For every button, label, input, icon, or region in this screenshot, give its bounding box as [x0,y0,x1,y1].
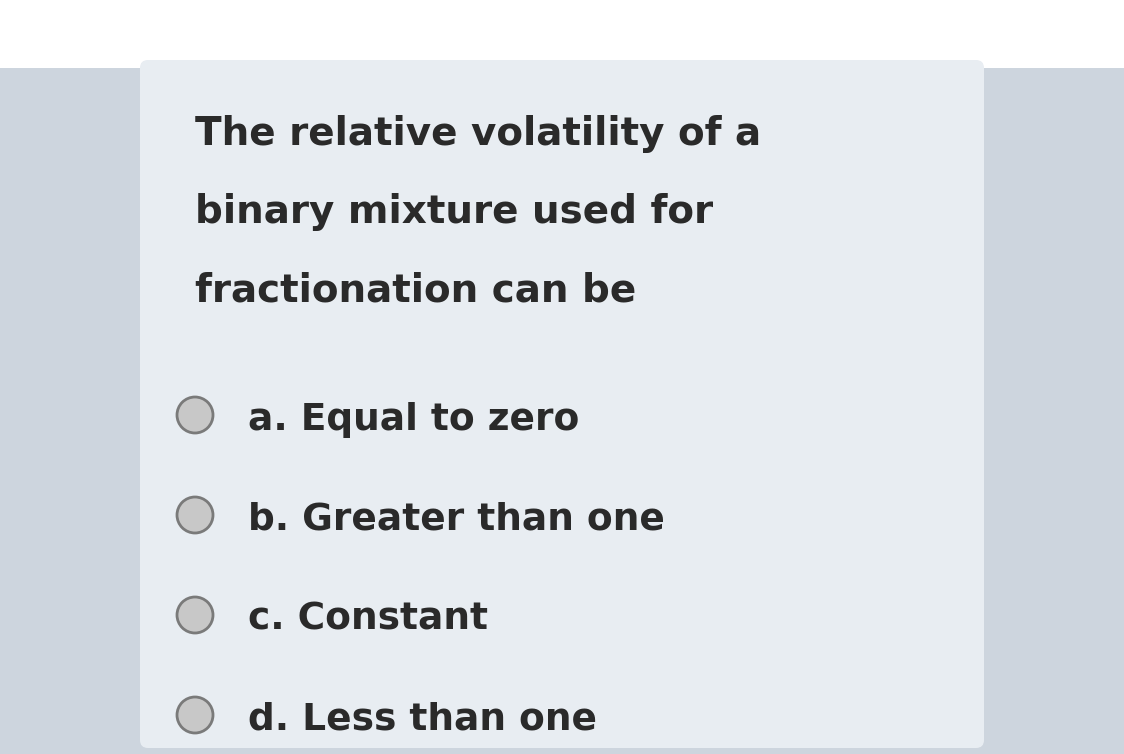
Text: c. Constant: c. Constant [248,602,488,637]
Text: fractionation can be: fractionation can be [194,271,636,309]
Text: binary mixture used for: binary mixture used for [194,193,713,231]
Text: a. Equal to zero: a. Equal to zero [248,401,579,437]
Text: b. Greater than one: b. Greater than one [248,501,665,538]
Ellipse shape [176,397,214,433]
Ellipse shape [176,697,214,733]
Text: d. Less than one: d. Less than one [248,701,597,737]
Text: The relative volatility of a: The relative volatility of a [194,115,761,153]
Ellipse shape [176,597,214,633]
Ellipse shape [176,497,214,533]
FancyBboxPatch shape [140,60,984,748]
Bar [0,0,1124,68]
